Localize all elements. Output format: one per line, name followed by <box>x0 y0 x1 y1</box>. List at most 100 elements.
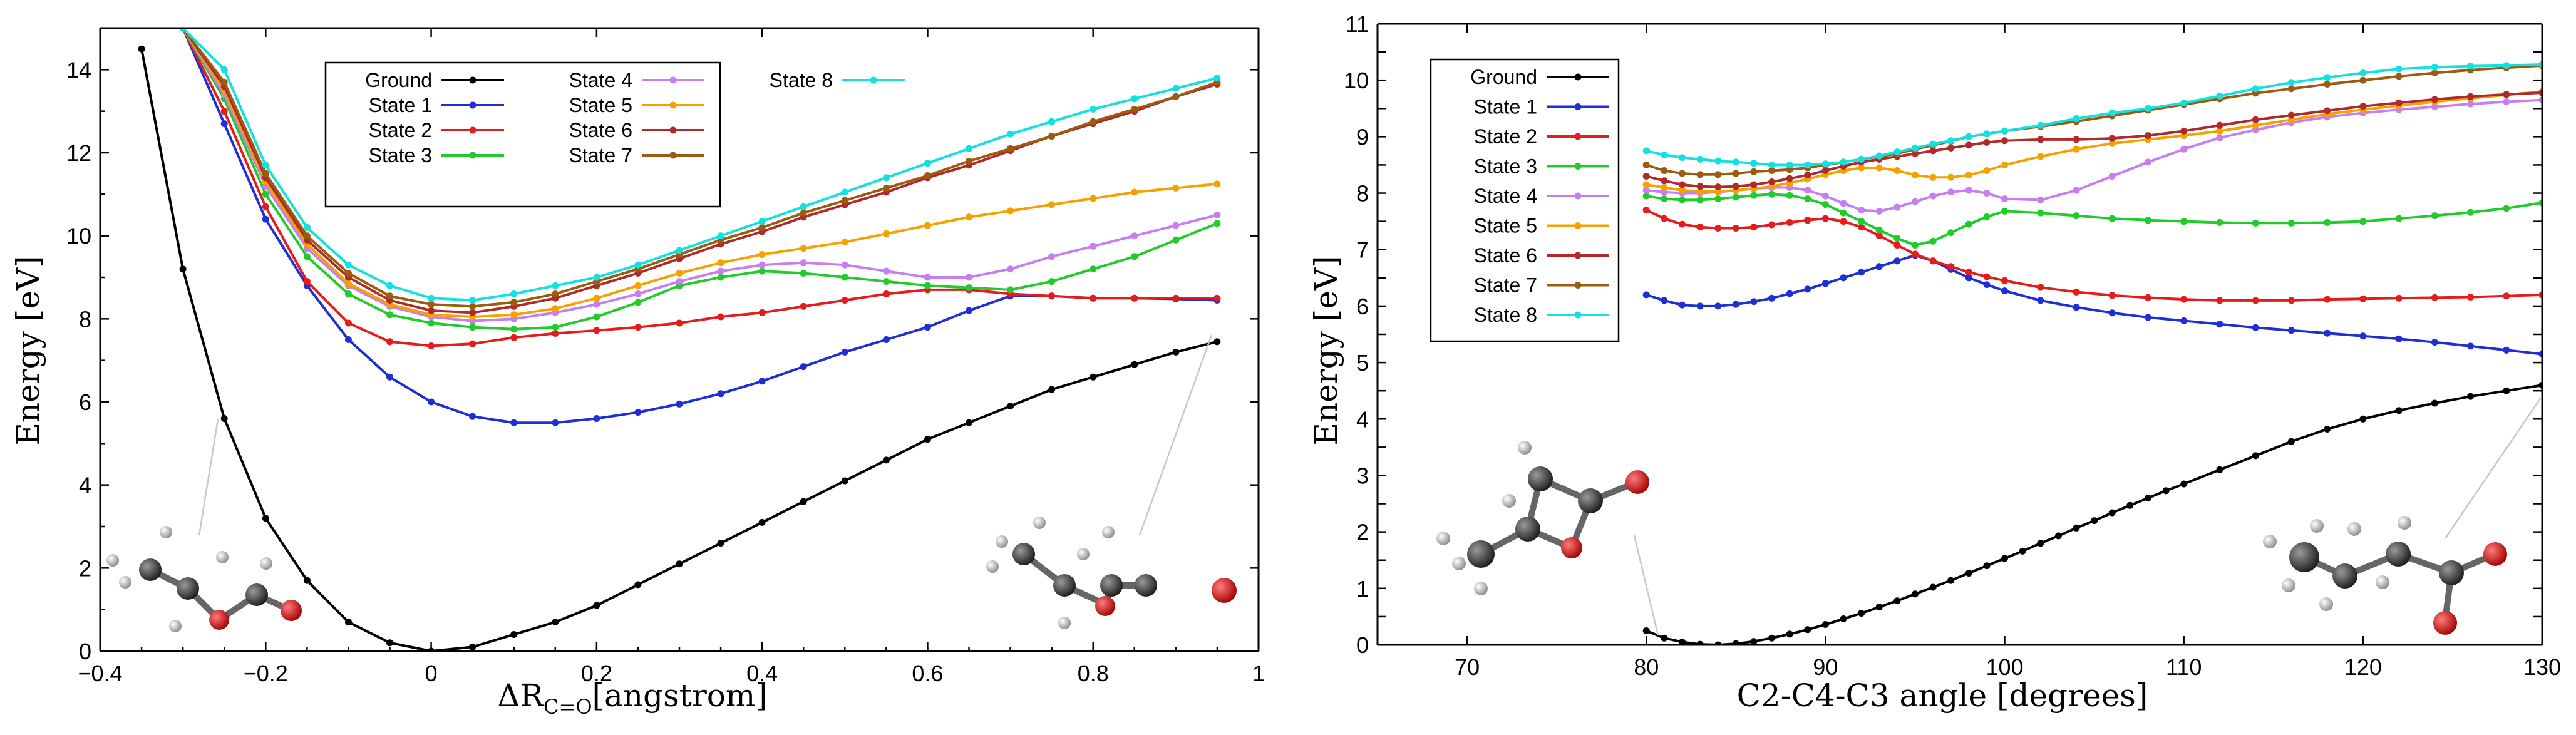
left-point-ground <box>676 560 683 568</box>
left-point-ground <box>138 45 145 53</box>
left-point-state-1 <box>552 419 559 426</box>
right-point-state-7 <box>2287 85 2295 93</box>
left-legend-item-state-2: State 2 <box>369 119 504 141</box>
right-point-state-6 <box>2037 136 2044 143</box>
right-point-state-2 <box>2001 277 2008 284</box>
left-point-ground <box>510 631 518 638</box>
left-point-state-7 <box>1131 105 1138 113</box>
right-point-state-4 <box>2431 103 2438 111</box>
svg-text:ΔRC=O[angstrom]: ΔRC=O[angstrom] <box>497 677 768 719</box>
right-series-group <box>1642 61 2542 645</box>
right-point-state-6 <box>1929 147 1937 155</box>
left-legend: Ground State 1 State 2 State 3 State 4 State … <box>324 61 905 208</box>
left-point-state-2 <box>469 340 477 347</box>
left-point-state-3 <box>344 290 352 297</box>
right-point-ground <box>2287 438 2295 445</box>
right-x-tick-label: 70 <box>1455 654 1480 680</box>
right-point-state-8 <box>1804 162 1811 168</box>
right-point-state-3 <box>1732 193 1739 201</box>
right-point-state-2 <box>1642 207 1650 214</box>
left-point-ground <box>1007 403 1014 410</box>
left-point-state-8 <box>593 274 600 281</box>
left-point-state-1 <box>676 400 683 408</box>
right-point-state-4 <box>2216 134 2223 141</box>
right-point-state-8 <box>2145 105 2151 112</box>
left-point-state-4 <box>634 290 642 297</box>
left-point-state-1 <box>966 307 972 314</box>
right-point-state-2 <box>1965 269 1972 276</box>
left-point-state-5 <box>1213 180 1221 188</box>
left-series-group <box>138 28 1221 651</box>
right-legend-label: State 8 <box>1474 304 1537 326</box>
right-point-ground <box>1732 640 1739 645</box>
right-y-tick-label: 5 <box>1356 350 1369 376</box>
left-point-state-4 <box>966 274 972 281</box>
right-point-state-3 <box>2395 215 2403 222</box>
right-x-tick-label: 110 <box>2166 654 2202 680</box>
right-line-state-7 <box>1646 64 2542 176</box>
left-x-label-sub: C=O <box>544 695 592 719</box>
right-point-state-1 <box>2145 314 2151 321</box>
right-legend-marker <box>1574 222 1582 229</box>
right-point-ground <box>2216 466 2223 473</box>
left-legend-label: State 1 <box>369 94 432 116</box>
right-point-state-1 <box>1858 269 1865 276</box>
right-point-ground <box>1821 621 1829 628</box>
right-legend-item-state-7: State 7 <box>1474 274 1609 297</box>
right-point-ground <box>1750 638 1758 645</box>
left-point-state-8 <box>386 282 393 289</box>
right-point-state-2 <box>2252 297 2259 304</box>
right-line-state-8 <box>1646 63 2542 167</box>
right-point-state-2 <box>1821 215 1829 222</box>
left-point-state-7 <box>262 170 269 177</box>
right-point-state-3 <box>2216 218 2223 226</box>
left-point-ground <box>800 498 807 505</box>
left-legend-item-state-7: State 7 <box>569 144 704 167</box>
left-point-state-3 <box>717 274 724 281</box>
left-point-state-8 <box>1172 85 1180 92</box>
right-point-state-8 <box>2073 115 2080 122</box>
left-point-state-3 <box>1090 265 1097 273</box>
right-point-state-5 <box>1875 164 1883 172</box>
right-point-state-3 <box>2108 215 2116 222</box>
left-legend-marker <box>469 152 477 159</box>
right-point-state-3 <box>1912 242 1919 249</box>
right-chart: 70 80 90 100 110 120 130 0 1 2 3 4 5 6 7 8 9 10 11 C2-C4-C… <box>1308 11 2561 714</box>
right-legend-marker <box>1574 103 1582 110</box>
right-point-state-1 <box>2001 287 2008 295</box>
left-point-ground <box>1172 348 1180 356</box>
right-point-state-6 <box>1947 144 1955 152</box>
right-point-state-1 <box>2359 332 2367 340</box>
left-x-label-main: ΔR <box>497 677 544 714</box>
right-point-state-2 <box>1696 224 1704 231</box>
right-legend-label: State 7 <box>1474 274 1537 297</box>
right-point-state-6 <box>2359 103 2367 110</box>
right-legend-label: State 1 <box>1474 96 1537 118</box>
right-point-state-7 <box>1679 170 1686 177</box>
right-point-state-3 <box>1929 237 1937 245</box>
left-point-state-3 <box>1007 286 1014 294</box>
right-point-state-7 <box>1661 167 1668 174</box>
right-point-state-3 <box>2145 217 2151 224</box>
left-point-state-1 <box>262 215 269 223</box>
left-point-state-5 <box>800 245 807 252</box>
right-series-state-1 <box>1642 252 2542 358</box>
left-point-state-8 <box>344 261 352 269</box>
right-point-state-2 <box>1947 263 1955 270</box>
left-line-state-7 <box>182 28 1218 308</box>
left-point-state-2 <box>634 324 642 331</box>
right-point-state-5 <box>2073 145 2080 153</box>
right-point-state-4 <box>2503 98 2510 105</box>
left-point-state-4 <box>676 278 683 285</box>
right-point-state-4 <box>1804 187 1811 194</box>
left-line-state-2 <box>182 28 1217 347</box>
right-y-tick-label: 8 <box>1356 181 1369 207</box>
right-point-state-8 <box>2467 63 2474 70</box>
left-point-ground <box>179 265 187 273</box>
right-point-state-8 <box>1929 140 1937 148</box>
right-point-state-7 <box>1732 170 1739 177</box>
right-point-state-8 <box>1821 160 1829 168</box>
left-molecule-ground-min <box>106 419 302 632</box>
right-y-tick-label: 3 <box>1356 463 1369 488</box>
